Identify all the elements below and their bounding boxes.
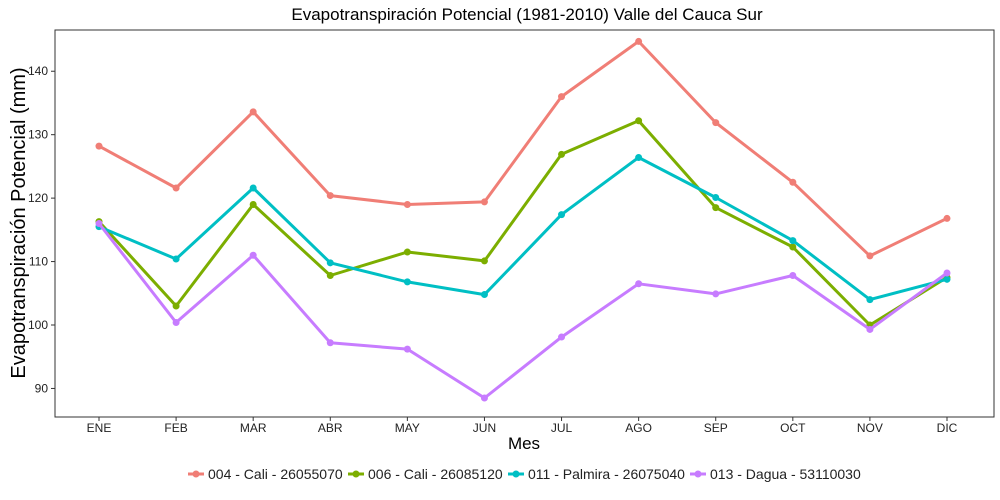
data-point xyxy=(789,237,797,245)
legend-key-point xyxy=(694,470,702,478)
data-point xyxy=(635,117,643,125)
y-tick-label: 90 xyxy=(35,381,49,395)
data-point xyxy=(403,345,411,353)
legend-label: 004 - Cali - 26055070 xyxy=(208,466,343,482)
data-point xyxy=(172,255,180,263)
legend-label: 013 - Dagua - 53110030 xyxy=(710,466,861,482)
x-tick-label: MAY xyxy=(395,421,420,435)
series-2 xyxy=(95,117,951,329)
chart-title: Evapotranspiración Potencial (1981-2010)… xyxy=(291,5,763,24)
legend: 004 - Cali - 26055070 006 - Cali - 260851… xyxy=(188,466,861,482)
series-layer xyxy=(95,37,951,402)
data-point xyxy=(480,198,488,206)
data-point xyxy=(558,333,566,341)
y-tick-label: 110 xyxy=(29,255,48,269)
data-point xyxy=(943,214,951,222)
x-tick-label: JUL xyxy=(551,421,573,435)
data-point xyxy=(95,220,103,227)
data-point xyxy=(635,280,643,288)
data-point xyxy=(480,257,488,265)
legend-label: 011 - Palmira - 26075040 xyxy=(528,466,685,482)
x-tick-label: DIC xyxy=(937,421,958,435)
x-axis: ENE FEB MAR ABR MAY JUN JUL AGO SEP OCT NOV DIC xyxy=(87,417,958,435)
data-point xyxy=(789,178,797,186)
data-point xyxy=(866,252,874,260)
data-point xyxy=(712,290,720,298)
x-tick-label: ABR xyxy=(318,421,343,435)
series-line xyxy=(98,39,948,258)
data-point xyxy=(866,325,874,333)
data-point xyxy=(635,37,643,45)
legend-label: 006 - Cali - 26085120 xyxy=(368,466,503,482)
series-1 xyxy=(95,37,951,260)
legend-key-point xyxy=(512,470,520,478)
data-point xyxy=(326,192,334,200)
y-tick-label: 120 xyxy=(28,191,48,205)
x-tick-label: AGO xyxy=(625,421,652,435)
y-tick-label: 140 xyxy=(28,64,48,78)
data-point xyxy=(249,200,257,208)
x-tick-label: ENE xyxy=(87,421,112,435)
x-tick-label: SEP xyxy=(704,421,728,435)
data-point xyxy=(712,204,720,212)
data-point xyxy=(480,394,488,402)
data-point xyxy=(866,296,874,304)
x-tick-label: JUN xyxy=(473,421,496,435)
data-point xyxy=(326,259,334,267)
series-line xyxy=(98,156,948,302)
data-point xyxy=(789,272,797,280)
y-tick-label: 100 xyxy=(28,318,48,332)
data-point xyxy=(558,93,566,101)
data-point xyxy=(172,184,180,192)
x-tick-label: OCT xyxy=(780,421,806,435)
data-point xyxy=(712,193,720,201)
plot-panel xyxy=(54,29,995,418)
legend-item: 006 - Cali - 26085120 xyxy=(348,466,503,482)
data-point xyxy=(326,272,334,280)
data-point xyxy=(558,150,566,158)
legend-key-point xyxy=(352,470,360,478)
data-point xyxy=(480,291,488,299)
data-point xyxy=(249,251,257,259)
data-point xyxy=(249,184,257,192)
x-tick-label: FEB xyxy=(164,421,187,435)
data-point xyxy=(403,200,411,208)
data-point xyxy=(943,269,951,277)
data-point xyxy=(249,108,257,116)
series-line xyxy=(97,222,948,400)
legend-item: 004 - Cali - 26055070 xyxy=(188,466,343,482)
x-tick-label: NOV xyxy=(857,421,883,435)
data-point xyxy=(172,302,180,310)
legend-key-point xyxy=(192,470,200,478)
y-axis: 90 100 110 120 130 140 xyxy=(28,64,55,395)
x-axis-label: Mes xyxy=(508,434,540,453)
data-point xyxy=(403,248,411,256)
data-point xyxy=(789,243,797,251)
series-line xyxy=(97,119,948,327)
data-point xyxy=(712,119,720,127)
legend-item: 013 - Dagua - 53110030 xyxy=(690,466,861,482)
data-point xyxy=(172,318,180,326)
data-point xyxy=(403,278,411,286)
y-axis-label: Evapotranspiración Potencial (mm) xyxy=(8,67,30,378)
data-point xyxy=(558,211,566,219)
y-tick-label: 130 xyxy=(28,128,48,142)
series-4 xyxy=(95,220,951,402)
data-point xyxy=(95,142,103,150)
x-tick-label: MAR xyxy=(240,421,267,435)
data-point xyxy=(326,339,334,347)
data-point xyxy=(635,154,643,162)
data-point xyxy=(943,275,951,283)
legend-item: 011 - Palmira - 26075040 xyxy=(508,466,685,482)
